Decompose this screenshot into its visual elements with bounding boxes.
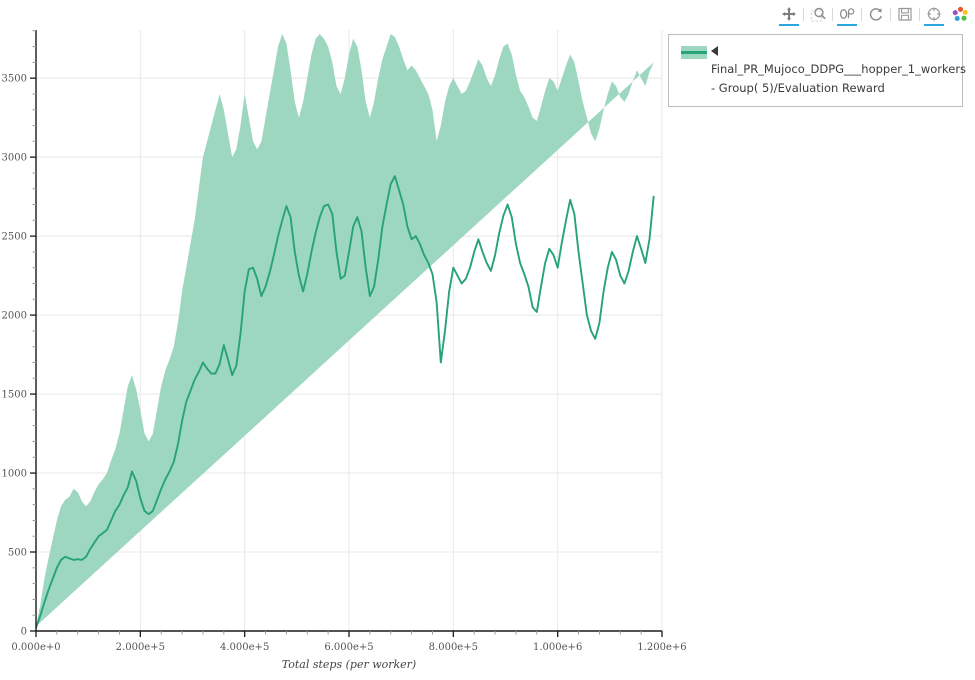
y-tick-label: 2500 [2,232,27,243]
crosshair-icon [927,7,941,21]
toolbar-separator [919,7,920,21]
x-tick-label: 1.000e+6 [533,642,582,653]
legend-line-swatch [681,51,707,54]
y-tick-label: 1500 [2,390,27,401]
x-axis-label: Total steps (per worker) [282,658,416,671]
toolbar-separator [803,7,804,21]
zoom-icon [810,7,826,21]
legend-color-swatch [681,46,707,59]
zoom-select-icon [839,7,854,19]
box-zoom-tool-button[interactable] [805,1,831,27]
pan-icon [782,7,796,21]
save-icon [898,7,912,21]
refresh-icon [869,8,882,21]
reset-tool-button[interactable] [863,1,889,27]
hover-tool-button[interactable] [921,1,947,27]
bokeh-logo-icon [952,6,968,21]
legend-entry[interactable]: Final_PR_Mujoco_DDPG___hopper_1_workers … [711,42,967,98]
x-tick-label: 0.000e+0 [11,642,60,653]
toolbar-separator [890,7,891,21]
legend-label: Final_PR_Mujoco_DDPG___hopper_1_workers … [711,62,967,95]
tick-labels-layer: 0 500 1000 1500 2000 2500 3000 3500 0.000e+0 2.00… [2,74,687,653]
axes-layer [30,30,663,637]
y-tick-label: 0 [21,627,27,638]
y-tick-label: 3000 [2,153,27,164]
wheel-zoom-tool-button[interactable] [834,1,860,27]
plot-legend[interactable]: Final_PR_Mujoco_DDPG___hopper_1_workers … [668,34,967,107]
pan-tool-button[interactable] [776,1,802,27]
x-tick-label: 6.000e+5 [324,642,373,653]
x-tick-label: 4.000e+5 [220,642,269,653]
bokeh-logo-button[interactable] [947,1,973,27]
x-tick-label: 1.200e+6 [637,642,686,653]
x-tick-label: 2.000e+5 [116,642,165,653]
toolbar-separator [861,7,862,21]
toolbar-separator [832,7,833,21]
x-tick-label: 8.000e+5 [429,642,478,653]
y-tick-label: 1000 [2,469,27,480]
mean-line [36,175,655,629]
y-tick-label: 500 [8,548,27,559]
y-tick-label: 2000 [2,311,27,322]
left-triangle-icon [711,46,718,56]
plot-toolbar[interactable] [776,0,973,28]
uncertainty-band [36,33,654,627]
y-tick-label: 3500 [2,74,27,85]
save-tool-button[interactable] [892,1,918,27]
